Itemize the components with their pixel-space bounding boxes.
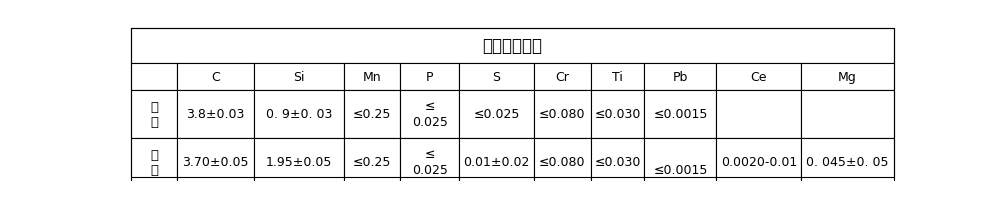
Text: ≤0.0015: ≤0.0015 (653, 108, 708, 121)
Bar (534, 138, 591, 186)
Text: Ti: Ti (612, 70, 623, 83)
Bar (459, 63, 534, 90)
Bar (534, 90, 591, 138)
Bar (131, 63, 177, 90)
Bar (591, 90, 644, 138)
Bar (801, 138, 894, 186)
Text: ≤
0.025: ≤ 0.025 (412, 100, 448, 129)
Bar (716, 138, 801, 186)
Bar (459, 138, 534, 186)
Text: ≤0.25: ≤0.25 (353, 155, 391, 169)
Text: 0. 045±0. 05: 0. 045±0. 05 (806, 155, 889, 169)
Text: 铁水成分控制: 铁水成分控制 (482, 37, 542, 55)
Bar (400, 90, 459, 138)
Text: 0.0020-0.01: 0.0020-0.01 (721, 155, 797, 169)
Bar (131, 90, 177, 138)
Bar (344, 63, 400, 90)
Bar (177, 138, 254, 186)
Text: 3.8±0.03: 3.8±0.03 (186, 108, 244, 121)
Bar (801, 63, 894, 90)
Text: ≤0.0015: ≤0.0015 (653, 147, 708, 176)
Text: S: S (492, 70, 500, 83)
Text: 0. 9±0. 03: 0. 9±0. 03 (266, 108, 332, 121)
Bar (716, 63, 801, 90)
Text: 炉
后: 炉 后 (150, 148, 158, 176)
Bar (131, 138, 177, 186)
Bar (459, 90, 534, 138)
Text: Cr: Cr (555, 70, 569, 83)
Bar (591, 138, 644, 186)
Bar (254, 90, 344, 138)
Bar (254, 63, 344, 90)
Bar (400, 63, 459, 90)
Text: C: C (211, 70, 220, 83)
Text: Mn: Mn (363, 70, 381, 83)
Bar (344, 138, 400, 186)
Text: Pb: Pb (673, 70, 688, 83)
Bar (177, 90, 254, 138)
Text: ≤0.025: ≤0.025 (473, 108, 520, 121)
Bar (644, 63, 716, 90)
Bar (644, 138, 716, 186)
Text: ≤0.25: ≤0.25 (353, 108, 391, 121)
Text: Si: Si (293, 70, 304, 83)
Text: 3.70±0.05: 3.70±0.05 (182, 155, 248, 169)
Text: Ce: Ce (751, 70, 767, 83)
Text: ≤0.080: ≤0.080 (539, 155, 586, 169)
Bar (400, 138, 459, 186)
Bar (254, 138, 344, 186)
Bar (591, 63, 644, 90)
Text: ≤0.080: ≤0.080 (539, 108, 586, 121)
Text: ≤
0.025: ≤ 0.025 (412, 147, 448, 176)
Bar (716, 90, 801, 138)
Text: 炉
前: 炉 前 (150, 100, 158, 128)
Text: 1.95±0.05: 1.95±0.05 (266, 155, 332, 169)
Text: ≤0.030: ≤0.030 (594, 155, 641, 169)
Bar (801, 90, 894, 138)
Bar (131, 29, 894, 63)
Bar (644, 90, 716, 138)
Bar (344, 90, 400, 138)
Text: P: P (426, 70, 433, 83)
Text: ≤0.030: ≤0.030 (594, 108, 641, 121)
Text: 0.01±0.02: 0.01±0.02 (463, 155, 530, 169)
Bar (177, 63, 254, 90)
Text: Mg: Mg (838, 70, 857, 83)
Bar (534, 63, 591, 90)
